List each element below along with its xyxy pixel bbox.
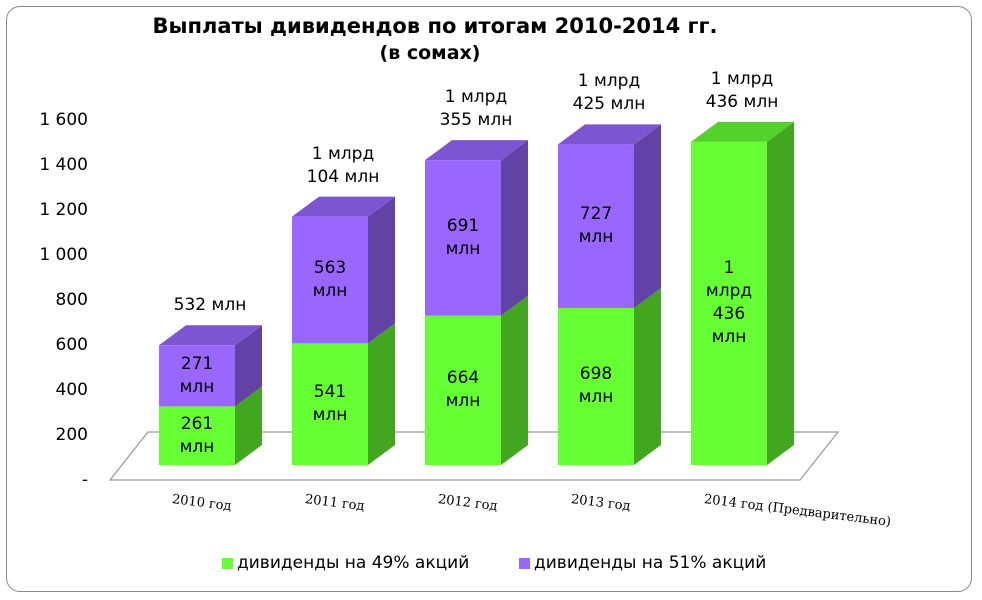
- bar-side: [368, 323, 395, 465]
- y-tick-label: 400: [55, 380, 88, 400]
- bar-top: [558, 124, 661, 145]
- legend-label: дивиденды на 51% акций: [534, 553, 767, 573]
- y-tick-label: 1 200: [39, 200, 88, 220]
- total-label: 1 млрд 425 млн: [572, 71, 646, 115]
- bar: [292, 216, 368, 344]
- bar: [558, 144, 634, 308]
- y-tick-label: 800: [55, 290, 88, 310]
- bar: [558, 307, 634, 465]
- bar-side: [634, 124, 661, 308]
- bar-top: [159, 325, 262, 346]
- value-label: 664 млн: [445, 368, 481, 412]
- value-label: 271 млн: [179, 353, 215, 397]
- value-label: 541 млн: [312, 382, 348, 426]
- bar-side: [634, 287, 661, 465]
- chart-frame: [6, 6, 972, 592]
- value-label: 563 млн: [312, 257, 348, 301]
- value-label: 698 млн: [578, 364, 614, 408]
- bar-side: [368, 196, 395, 344]
- value-label: 261 млн: [179, 413, 215, 457]
- bar-side: [501, 295, 528, 465]
- bar-side: [767, 121, 794, 466]
- bar: [691, 141, 767, 465]
- bar: [159, 406, 235, 465]
- legend-label: дивиденды на 49% акций: [237, 553, 470, 573]
- value-label: 727 млн: [578, 204, 614, 248]
- bar-top: [425, 140, 528, 161]
- chart-title: Выплаты дивидендов по итогам 2010-2014 г…: [152, 14, 718, 38]
- bar: [292, 343, 368, 465]
- bar-side: [235, 386, 262, 465]
- bar-side: [235, 325, 262, 407]
- y-tick-label: 1 600: [39, 110, 88, 130]
- legend-item: дивиденды на 49% акций: [222, 553, 469, 573]
- total-label: 1 млрд 104 млн: [306, 143, 380, 187]
- bar-top: [292, 196, 395, 217]
- legend-item: дивиденды на 51% акций: [519, 553, 766, 573]
- bar-side: [501, 140, 528, 316]
- bar: [425, 160, 501, 316]
- chart-subtitle: (в сомах): [379, 42, 481, 64]
- value-label: 691 млн: [445, 215, 481, 259]
- value-label: 1 млрд 436 млн: [705, 258, 753, 348]
- y-tick-label: 1 000: [39, 245, 88, 265]
- legend-swatch: [222, 557, 233, 569]
- y-tick-label: -: [81, 470, 88, 490]
- bar: [425, 315, 501, 465]
- total-label: 1 млрд 355 млн: [439, 87, 513, 131]
- y-tick-label: 1 400: [39, 155, 88, 175]
- bar-top: [691, 121, 794, 142]
- y-tick-label: 600: [55, 335, 88, 355]
- total-label: 532 млн: [173, 295, 247, 316]
- legend-swatch: [519, 557, 530, 569]
- y-tick-label: 200: [55, 425, 88, 445]
- total-label: 1 млрд 436 млн: [705, 68, 779, 112]
- bar: [159, 345, 235, 407]
